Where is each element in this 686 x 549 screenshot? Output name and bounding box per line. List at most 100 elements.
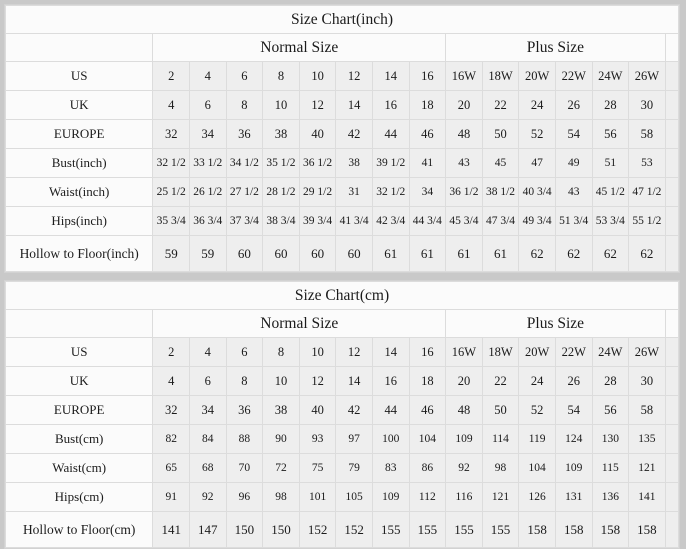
table-cell: 18W <box>481 61 520 91</box>
table-cell: 60 <box>262 235 300 272</box>
row-label: Waist(cm) <box>4 453 154 483</box>
group-header-row: Normal Size Plus Size <box>4 33 680 62</box>
row-tail-cell <box>664 337 680 367</box>
table-cell: 104 <box>518 453 556 483</box>
table-cell: 59 <box>152 235 190 272</box>
table-cell: 41 <box>408 148 447 178</box>
table-cell: 50 <box>481 395 520 425</box>
table-row: Hips(cm) 91 92 96 98 101 105 109 112 116 121 126 131… <box>4 482 680 512</box>
table-cell: 115 <box>591 453 630 483</box>
group-header-tail <box>664 33 680 62</box>
table-cell: 36 <box>225 119 264 149</box>
table-row: Hips(inch) 35 3/4 36 3/4 37 3/4 38 3/4 39 3/4… <box>4 206 680 236</box>
table-row: US 2 4 6 8 10 12 14 16 16W 18W 20W 22W 24W 26W <box>4 61 680 91</box>
table-cell: 65 <box>152 453 190 483</box>
table-cell: 38 <box>262 119 300 149</box>
row-label: EUROPE <box>4 119 154 149</box>
table-cell: 26W <box>628 337 666 367</box>
table-cell: 121 <box>628 453 666 483</box>
table-cell: 12 <box>335 61 373 91</box>
table-cell: 56 <box>591 395 630 425</box>
table-cell: 91 <box>152 482 190 512</box>
size-table: Size Chart(cm) Normal Size Plus Size US 2 4 6 8… <box>4 281 680 548</box>
table-cell: 8 <box>262 61 300 91</box>
group-header-plus-size: Plus Size <box>445 309 666 338</box>
table-cell: 59 <box>188 235 227 272</box>
table-cell: 10 <box>262 90 300 120</box>
table-cell: 45 1/2 <box>591 177 630 207</box>
table-cell: 56 <box>591 119 630 149</box>
table-cell: 36 3/4 <box>188 206 227 236</box>
table-cell: 18 <box>408 366 447 396</box>
table-cell: 8 <box>225 90 264 120</box>
table-cell: 61 <box>371 235 410 272</box>
table-cell: 41 3/4 <box>335 206 373 236</box>
table-cell: 16 <box>408 61 447 91</box>
table-cell: 8 <box>262 337 300 367</box>
group-header-blank <box>4 33 154 62</box>
table-cell: 32 <box>152 119 190 149</box>
table-cell: 26W <box>628 61 666 91</box>
table-cell: 53 3/4 <box>591 206 630 236</box>
table-cell: 60 <box>335 235 373 272</box>
table-cell: 31 <box>335 177 373 207</box>
table-cell: 55 1/2 <box>628 206 666 236</box>
table-cell: 32 1/2 <box>371 177 410 207</box>
table-row: EUROPE 32 34 36 38 40 42 44 46 48 50 52 54 56 58 <box>4 119 680 149</box>
table-cell: 6 <box>225 337 264 367</box>
table-cell: 42 3/4 <box>371 206 410 236</box>
table-cell: 38 3/4 <box>262 206 300 236</box>
table-cell: 42 <box>335 119 373 149</box>
table-cell: 44 <box>371 395 410 425</box>
table-cell: 52 <box>518 119 556 149</box>
table-cell: 109 <box>554 453 593 483</box>
table-cell: 45 3/4 <box>445 206 483 236</box>
table-cell: 44 3/4 <box>408 206 447 236</box>
table-cell: 22 <box>481 366 520 396</box>
table-cell: 42 <box>335 395 373 425</box>
table-cell: 86 <box>408 453 447 483</box>
table-cell: 40 <box>298 395 337 425</box>
table-cell: 34 <box>408 177 447 207</box>
table-cell: 12 <box>298 90 337 120</box>
row-label: UK <box>4 90 154 120</box>
table-cell: 62 <box>628 235 666 272</box>
table-cell: 43 <box>554 177 593 207</box>
table-cell: 22W <box>554 61 593 91</box>
table-cell: 10 <box>298 61 337 91</box>
table-cell: 70 <box>225 453 264 483</box>
table-cell: 25 1/2 <box>152 177 190 207</box>
row-tail-cell <box>664 424 680 454</box>
table-row: US 2 4 6 8 10 12 14 16 16W 18W 20W 22W 24W 26W <box>4 337 680 367</box>
table-cell: 47 3/4 <box>481 206 520 236</box>
table-cell: 92 <box>188 482 227 512</box>
table-cell: 46 <box>408 395 447 425</box>
table-cell: 27 1/2 <box>225 177 264 207</box>
table-cell: 28 <box>591 90 630 120</box>
chart-title: Size Chart(cm) <box>5 281 679 310</box>
group-header-normal-size: Normal Size <box>152 309 447 338</box>
chart-title: Size Chart(inch) <box>5 5 679 34</box>
row-tail-cell <box>664 119 680 149</box>
table-cell: 49 <box>554 148 593 178</box>
table-cell: 16 <box>371 90 410 120</box>
table-cell: 4 <box>188 61 227 91</box>
table-cell: 37 3/4 <box>225 206 264 236</box>
table-cell: 4 <box>152 90 190 120</box>
table-cell: 36 <box>225 395 264 425</box>
table-cell: 2 <box>152 337 190 367</box>
table-cell: 83 <box>371 453 410 483</box>
size-chart-page: Size Chart(inch) Normal Size Plus Size US 2 4… <box>4 4 680 549</box>
table-row: Waist(cm) 65 68 70 72 75 79 83 86 92 98 104 109 115 12… <box>4 453 680 483</box>
table-cell: 39 3/4 <box>298 206 337 236</box>
table-cell: 98 <box>481 453 520 483</box>
table-cell: 20W <box>518 337 556 367</box>
table-cell: 62 <box>554 235 593 272</box>
table-cell: 90 <box>262 424 300 454</box>
table-cell: 68 <box>188 453 227 483</box>
table-cell: 97 <box>335 424 373 454</box>
table-cell: 12 <box>298 366 337 396</box>
table-cell: 48 <box>445 119 483 149</box>
table-cell: 14 <box>371 337 410 367</box>
table-cell: 16 <box>408 337 447 367</box>
